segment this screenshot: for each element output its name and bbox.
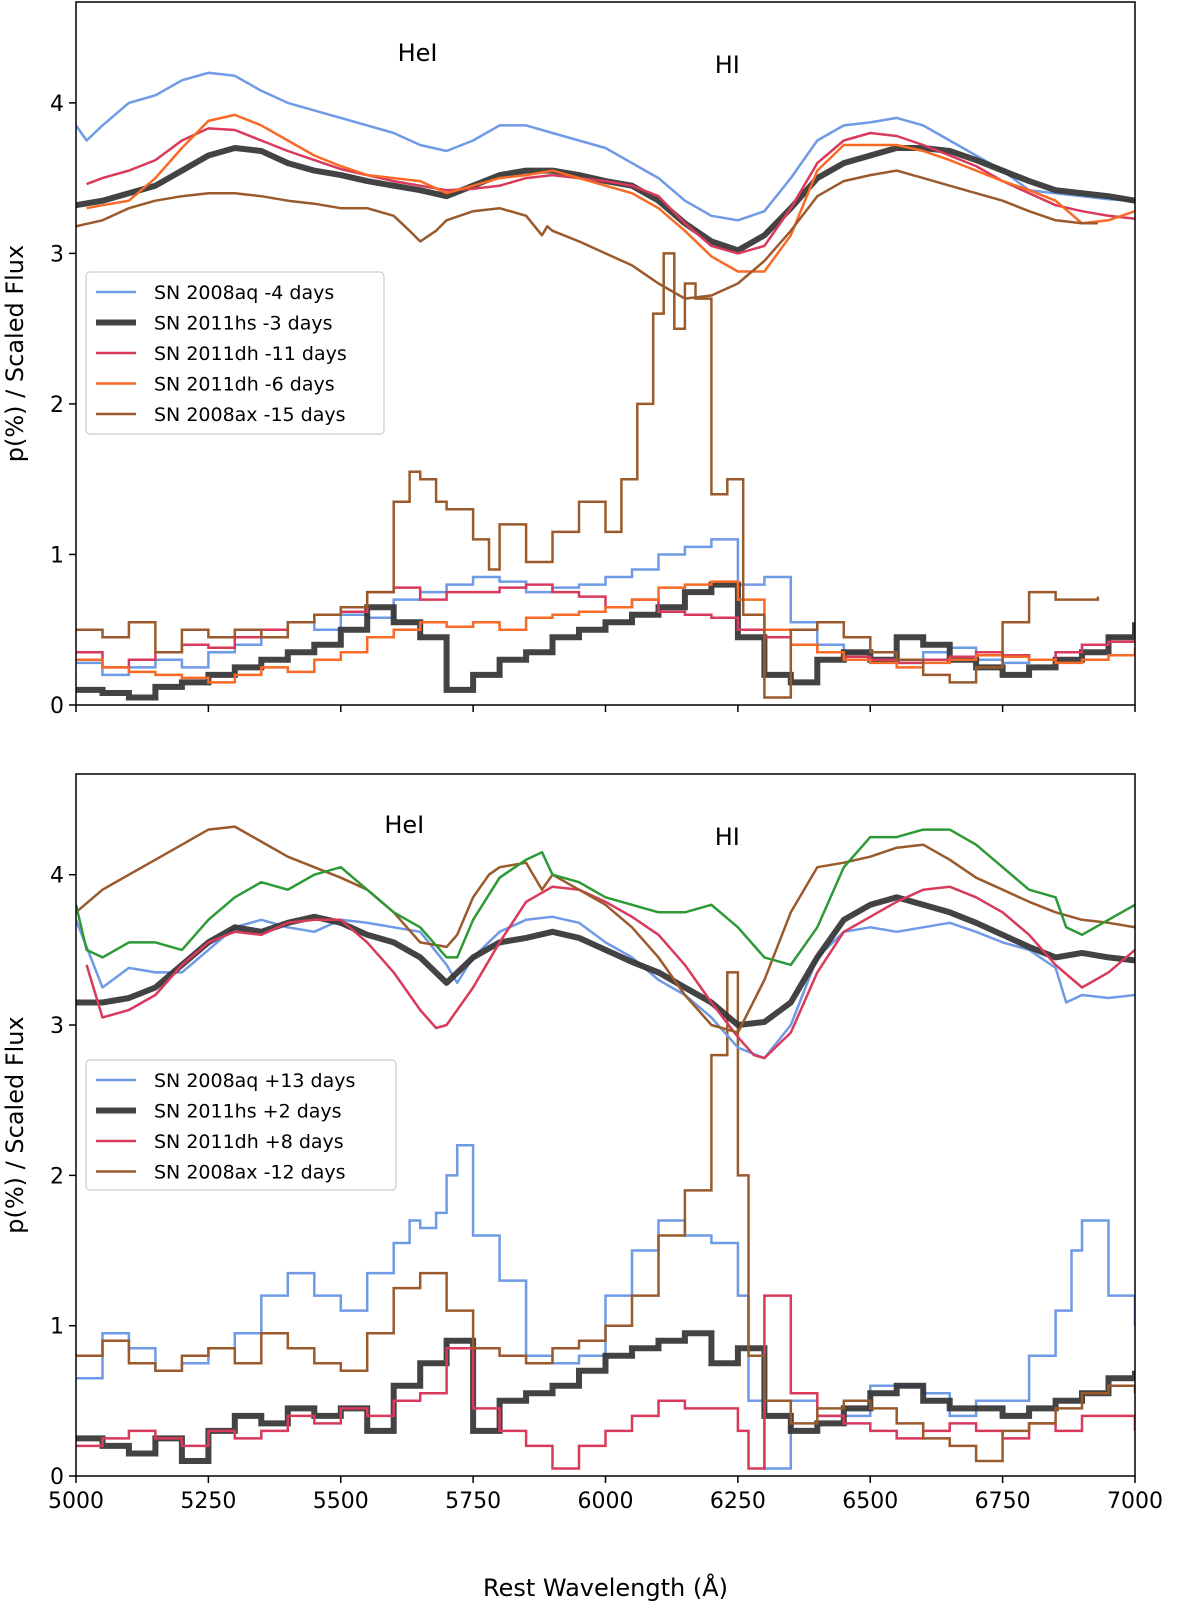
top-flux-series-3 — [86, 113, 1135, 273]
top-y-axis-label: p(%) / Scaled Flux — [1, 245, 29, 462]
top-plot-area — [76, 71, 1135, 701]
top-ytick-label: 0 — [50, 694, 64, 719]
bot-legend-label: SN 2008ax -12 days — [154, 1162, 346, 1184]
bot-pol-series-3 — [76, 971, 1135, 1463]
top-legend-frame — [85, 271, 385, 435]
top-ytick-label: 4 — [50, 92, 64, 117]
top-panel: 0 1 2 3 4 HeI HI p(%) / Scaled Flux SN 2008a… — [1, 1, 1136, 719]
bot-xtick-label: 6500 — [842, 1489, 898, 1514]
bot-xtick-label: 6750 — [975, 1489, 1031, 1514]
bot-pol-series-0 — [76, 1144, 1135, 1470]
bot-xtick-label: 6250 — [710, 1489, 766, 1514]
bottom-panel-ticks: 5000 5250 5500 5750 6000 6250 6500 6750 7000 0 1 2 3… — [48, 864, 1163, 1514]
bot-ytick-label: 4 — [50, 864, 64, 889]
bot-xtick-label: 5250 — [180, 1489, 236, 1514]
top-legend-label: SN 2011dh -6 days — [154, 374, 335, 396]
bot-flux-series-4 — [76, 828, 1135, 967]
top-ytick-label: 2 — [50, 393, 64, 418]
bot-flux-series-0 — [76, 915, 1135, 1060]
x-axis-label: Rest Wavelength (Å) — [483, 1573, 728, 1602]
top-pol-series-3 — [76, 580, 1135, 684]
bot-legend-label: SN 2011dh +8 days — [154, 1131, 344, 1153]
bot-ytick-label: 0 — [50, 1465, 64, 1490]
bottom-panel: 5000 5250 5500 5750 6000 6250 6500 6750 7000 0 1 2 3… — [1, 773, 1163, 1514]
bot-ytick-label: 1 — [50, 1315, 64, 1340]
top-panel-ticks: 0 1 2 3 4 — [50, 92, 1136, 719]
bot-flux-series-3 — [76, 825, 1135, 1034]
top-pol-series-4 — [76, 252, 1100, 699]
bot-xtick-label: 5500 — [313, 1489, 369, 1514]
top-flux-series-2 — [86, 127, 1135, 255]
top-ytick-label: 3 — [50, 242, 64, 267]
bot-legend-label: SN 2011hs +2 days — [154, 1101, 342, 1123]
bottom-annotation-hei: HeI — [384, 811, 424, 839]
top-flux-series-1 — [76, 145, 1135, 254]
bot-xtick-label: 5750 — [445, 1489, 501, 1514]
top-legend-label: SN 2011hs -3 days — [154, 313, 332, 335]
bottom-legend: SN 2008aq +13 days SN 2011hs +2 days SN 20… — [85, 1059, 397, 1191]
bot-xtick-label: 5000 — [48, 1489, 104, 1514]
top-ytick-label: 1 — [50, 543, 64, 568]
top-flux-series-4 — [76, 169, 1098, 300]
top-legend-label: SN 2008ax -15 days — [154, 404, 346, 426]
top-annotation-hi: HI — [715, 51, 740, 79]
bot-ytick-label: 2 — [50, 1164, 64, 1189]
top-legend-label: SN 2011dh -11 days — [154, 343, 347, 365]
bot-pol-series-2 — [76, 1294, 1135, 1470]
top-flux-series-0 — [76, 71, 1135, 222]
bot-flux-series-1 — [76, 894, 1135, 1028]
bot-pol-series-1 — [76, 1330, 1135, 1464]
bottom-y-axis-label: p(%) / Scaled Flux — [1, 1016, 29, 1233]
bot-flux-series-2 — [85, 885, 1135, 1060]
bot-xtick-label: 6000 — [578, 1489, 634, 1514]
bottom-annotation-hi: HI — [715, 823, 740, 851]
top-legend-label: SN 2008aq -4 days — [154, 282, 334, 304]
top-annotation-hei: HeI — [398, 39, 438, 67]
bot-plot-area — [76, 825, 1135, 1470]
bot-ytick-label: 3 — [50, 1014, 64, 1039]
bot-xtick-label: 7000 — [1107, 1489, 1163, 1514]
bot-legend-label: SN 2008aq +13 days — [154, 1070, 355, 1092]
top-legend: SN 2008aq -4 days SN 2011hs -3 days SN 201… — [85, 271, 385, 435]
top-pol-series-0 — [76, 538, 1135, 677]
bot-legend-frame — [85, 1059, 397, 1191]
